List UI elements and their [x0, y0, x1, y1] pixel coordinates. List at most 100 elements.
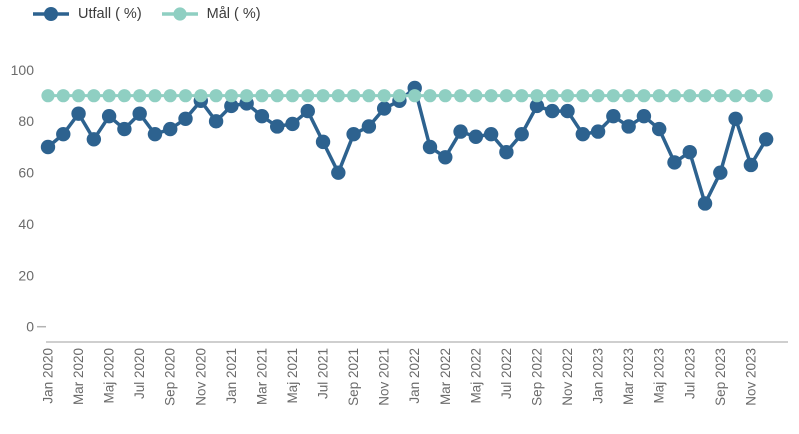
utfall-data-point: [56, 126, 71, 142]
utfall-data-point: [590, 124, 606, 139]
y-tick-label: 20: [18, 267, 34, 283]
utfall-data-point: [224, 98, 239, 114]
x-tick-label: Sep 2020: [163, 348, 178, 406]
mal-data-point: [713, 89, 727, 103]
x-tick-label: Maj 2021: [285, 348, 300, 404]
utfall-data-point: [346, 126, 361, 142]
x-tick-label: Jan 2023: [591, 348, 606, 404]
utfall-data-point: [86, 132, 102, 147]
x-tick-label: Sep 2023: [713, 348, 728, 406]
mal-data-point: [698, 89, 712, 103]
x-tick-label: Mar 2022: [438, 348, 453, 405]
utfall-data-point: [529, 98, 545, 114]
utfall-data-point: [147, 126, 163, 142]
x-tick-label: Mar 2021: [254, 348, 269, 405]
mal-data-point: [224, 89, 238, 103]
x-tick-label: Jul 2021: [316, 348, 331, 399]
mal-data-point: [301, 89, 315, 103]
x-tick-label: Jul 2022: [499, 348, 514, 399]
mal-data-point: [148, 89, 162, 103]
utfall-data-point: [758, 132, 774, 147]
utfall-data-point: [697, 196, 713, 211]
mal-data-point: [194, 89, 208, 103]
utfall-data-point: [422, 139, 438, 155]
utfall-data-point: [285, 116, 300, 132]
mal-data-point: [240, 89, 254, 103]
x-tick-label: Jul 2020: [132, 348, 147, 399]
mal-data-point: [133, 89, 147, 103]
mal-data-point: [484, 89, 498, 103]
mal-data-point: [560, 89, 575, 103]
mal-data-point: [255, 89, 269, 103]
utfall-data-point: [117, 121, 132, 137]
utfall-data-point: [483, 126, 499, 142]
x-tick-label: Jan 2021: [224, 348, 239, 404]
x-tick-label: Mar 2023: [621, 348, 636, 405]
legend-label-utfall: Utfall ( %): [78, 6, 142, 22]
x-tick-label: Maj 2020: [102, 348, 117, 404]
utfall-legend-marker-icon: [33, 7, 69, 21]
mal-data-point: [683, 89, 697, 103]
utfall-data-point: [728, 111, 743, 126]
mal-data-point: [729, 89, 743, 103]
utfall-data-point: [101, 109, 117, 124]
mal-data-point: [515, 89, 529, 103]
utfall-data-point: [499, 144, 514, 160]
utfall-data-point: [575, 126, 590, 142]
mal-data-point: [469, 89, 483, 103]
utfall-data-point: [132, 106, 147, 121]
utfall-data-point: [300, 103, 315, 119]
utfall-series: [40, 80, 774, 211]
x-tick-label: Sep 2021: [346, 348, 361, 406]
utfall-data-point: [453, 124, 468, 139]
x-tick-label: Nov 2022: [560, 348, 575, 406]
x-tick-label: Jan 2022: [407, 348, 422, 404]
utfall-data-point: [621, 119, 636, 134]
utfall-data-point: [636, 109, 652, 124]
utfall-data-point: [163, 121, 178, 137]
x-tick-label: Maj 2022: [468, 348, 483, 404]
utfall-data-point: [361, 119, 377, 134]
mal-data-point: [56, 89, 70, 103]
mal-data-point: [377, 89, 391, 103]
x-tick-label: Maj 2023: [652, 348, 667, 404]
utfall-data-point: [667, 155, 682, 170]
mal-data-point: [759, 89, 773, 103]
y-tick-label: 60: [18, 165, 34, 181]
mal-data-point: [652, 89, 666, 103]
mal-series: [41, 89, 773, 103]
utfall-data-point: [606, 109, 621, 124]
utfall-line: [46, 84, 768, 209]
utfall-data-point: [71, 106, 86, 121]
utfall-data-point: [713, 165, 728, 180]
mal-data-point: [41, 89, 55, 103]
mal-legend-marker-icon: [161, 7, 198, 21]
mal-data-point: [530, 89, 544, 103]
y-axis-labels: 0 20 40 60 80 100: [11, 62, 35, 335]
x-tick-label: Jan 2020: [41, 348, 56, 404]
legend-item-mal[interactable]: Mål ( %): [161, 6, 261, 22]
x-tick-label: Nov 2023: [743, 348, 758, 406]
mal-data-point: [87, 89, 101, 103]
legend-item-utfall[interactable]: Utfall ( %): [33, 6, 142, 22]
utfall-data-point: [652, 121, 667, 137]
utfall-data-point: [743, 157, 759, 173]
mal-data-point: [438, 89, 452, 103]
utfall-data-point: [682, 144, 697, 160]
mal-data-point: [744, 89, 758, 103]
mal-data-point: [453, 89, 468, 103]
utfall-data-point: [315, 134, 331, 150]
x-tick-label: Nov 2021: [377, 348, 392, 406]
mal-data-point: [117, 89, 131, 103]
mal-data-point: [178, 89, 193, 103]
mal-data-point: [71, 89, 86, 103]
utfall-data-point: [545, 103, 560, 119]
mal-data-point: [362, 89, 376, 103]
utfall-data-point: [376, 101, 392, 116]
mal-data-point: [209, 89, 223, 103]
x-tick-label: Sep 2022: [529, 348, 544, 406]
mal-data-point: [285, 89, 300, 103]
mal-data-point: [637, 89, 651, 103]
